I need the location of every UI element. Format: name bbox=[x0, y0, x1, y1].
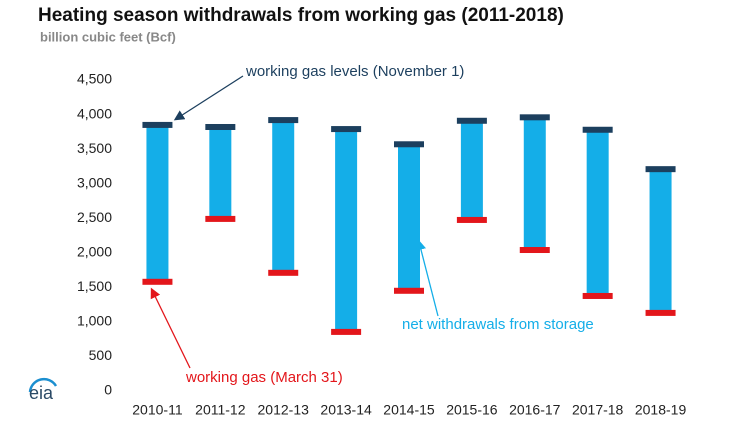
november-marker bbox=[645, 166, 676, 173]
annotation-arrow bbox=[150, 287, 191, 369]
march-marker bbox=[142, 278, 173, 285]
y-tick-label: 2,500 bbox=[77, 209, 112, 225]
eia-logo: eia bbox=[28, 377, 58, 403]
november-marker bbox=[268, 117, 299, 124]
withdrawal-bar bbox=[398, 144, 420, 291]
november-marker bbox=[582, 126, 613, 133]
withdrawal-bar bbox=[146, 124, 169, 282]
march-marker bbox=[582, 292, 613, 299]
withdrawal-bar bbox=[460, 120, 483, 220]
withdrawal-bar bbox=[335, 129, 358, 332]
annotation-arrow bbox=[173, 75, 244, 121]
legend-label: working gas (March 31) bbox=[185, 369, 343, 386]
x-tick-label: 2013-14 bbox=[320, 402, 372, 418]
x-tick-label: 2015-16 bbox=[446, 402, 498, 418]
x-tick-label: 2011-12 bbox=[195, 402, 246, 418]
march-marker bbox=[331, 328, 362, 335]
logo-arc bbox=[28, 377, 58, 393]
y-tick-label: 500 bbox=[89, 347, 113, 363]
march-marker bbox=[519, 247, 550, 254]
chart-subtitle: billion cubic feet (Bcf) bbox=[40, 29, 176, 44]
chart-title: Heating season withdrawals from working … bbox=[38, 5, 564, 26]
x-tick-label: 2018-19 bbox=[635, 402, 687, 418]
november-marker bbox=[205, 123, 236, 130]
withdrawal-bar bbox=[523, 117, 546, 251]
withdrawal-bar bbox=[649, 169, 672, 313]
y-tick-label: 4,500 bbox=[77, 71, 112, 87]
withdrawal-bar bbox=[272, 120, 295, 273]
november-marker bbox=[331, 126, 362, 133]
y-tick-label: 3,500 bbox=[77, 140, 112, 156]
march-marker bbox=[394, 287, 424, 294]
y-tick-label: 1,500 bbox=[77, 278, 112, 294]
range-label: net withdrawals from storage bbox=[402, 316, 594, 333]
march-marker bbox=[645, 309, 676, 316]
november-marker bbox=[456, 117, 487, 124]
y-tick-label: 2,000 bbox=[77, 243, 112, 259]
march-marker bbox=[268, 269, 299, 276]
march-marker bbox=[456, 216, 487, 223]
y-tick-label: 3,000 bbox=[77, 174, 112, 190]
march-marker bbox=[205, 215, 236, 222]
november-marker bbox=[519, 114, 550, 121]
x-tick-label: 2010-11 bbox=[132, 402, 183, 418]
y-tick-label: 1,000 bbox=[77, 313, 112, 329]
x-tick-label: 2014-15 bbox=[383, 402, 435, 418]
y-tick-label: 0 bbox=[104, 382, 112, 398]
november-marker bbox=[142, 121, 173, 128]
y-tick-label: 4,000 bbox=[77, 105, 112, 121]
annotation-arrow bbox=[415, 239, 439, 317]
november-marker bbox=[394, 141, 424, 148]
x-tick-label: 2012-13 bbox=[258, 402, 310, 418]
withdrawal-bar bbox=[586, 129, 609, 296]
legend-label: working gas levels (November 1) bbox=[245, 63, 464, 80]
x-tick-label: 2016-17 bbox=[509, 402, 561, 418]
x-tick-label: 2017-18 bbox=[572, 402, 624, 418]
withdrawal-bar bbox=[209, 126, 232, 219]
logo-text: eia bbox=[29, 383, 54, 403]
